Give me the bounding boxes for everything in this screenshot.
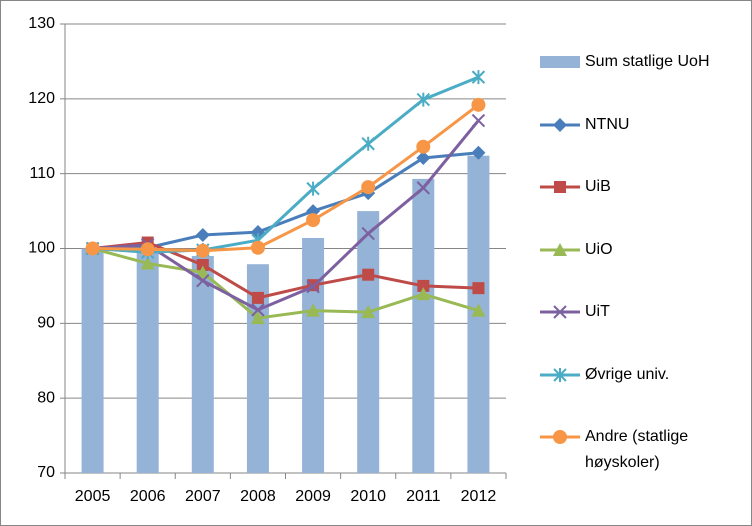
y-tick-label: 80 (37, 389, 55, 406)
bar (136, 252, 159, 473)
marker (553, 430, 567, 444)
marker (361, 226, 375, 241)
marker (306, 279, 320, 294)
marker (140, 256, 155, 270)
marker (85, 241, 100, 256)
x-tick-label: 2010 (350, 488, 386, 505)
marker (361, 136, 375, 151)
marker (195, 228, 210, 243)
marker (471, 303, 486, 317)
x-tick-label: 2011 (406, 488, 441, 505)
y-tick-label: 120 (28, 90, 55, 107)
bar (191, 255, 214, 473)
marker (416, 150, 431, 165)
marker (195, 265, 210, 279)
line (92, 103, 480, 253)
marker (553, 118, 567, 132)
marker (416, 92, 431, 107)
marker (471, 113, 486, 128)
marker (554, 181, 566, 193)
legend-label: Sum statlige UoH (585, 53, 710, 70)
marker (306, 303, 321, 317)
marker (471, 97, 486, 112)
bar (81, 248, 104, 473)
legend-swatch (540, 56, 580, 68)
marker (553, 305, 567, 319)
marker (306, 213, 321, 228)
marker (472, 282, 485, 295)
marker (140, 242, 155, 257)
marker (416, 139, 431, 154)
marker (362, 268, 375, 281)
x-tick-label: 2007 (185, 488, 221, 505)
marker (553, 368, 567, 382)
y-tick-label: 90 (37, 315, 55, 332)
y-tick-label: 70 (37, 464, 55, 481)
marker (553, 243, 567, 256)
x-tick-label: 2006 (130, 488, 166, 505)
x-tick-label: 2009 (295, 488, 331, 505)
y-tick-label: 110 (29, 165, 55, 182)
marker (195, 243, 210, 258)
marker (250, 240, 265, 255)
marker (251, 291, 264, 304)
y-tick-label: 130 (28, 15, 55, 32)
legend-label: Andre (statlige høyskoler) (585, 428, 689, 471)
marker (471, 145, 486, 160)
marker (361, 180, 376, 195)
marker (306, 181, 320, 196)
legend-label: UiT (585, 303, 610, 320)
bar (412, 178, 435, 473)
line (92, 75, 480, 254)
line (92, 247, 479, 320)
bar (302, 238, 325, 473)
legend-label: UiB (585, 178, 611, 195)
marker (251, 303, 265, 317)
line-series (85, 97, 486, 258)
marker (196, 258, 209, 271)
line (92, 240, 479, 300)
marker (196, 273, 210, 288)
x-tick-label: 2012 (461, 488, 497, 505)
marker (416, 181, 431, 195)
marker (417, 279, 430, 292)
x-tick-label: 2008 (240, 488, 276, 505)
bar (357, 211, 380, 474)
marker (416, 287, 431, 301)
legend-label: Øvrige univ. (585, 366, 670, 383)
x-tick-label: 2005 (75, 488, 111, 505)
marker (250, 311, 265, 325)
y-tick-label: 100 (28, 240, 55, 257)
legend-label: UiO (585, 241, 613, 258)
marker (471, 70, 486, 85)
legend-label: NTNU (585, 116, 630, 133)
marker (361, 305, 376, 319)
